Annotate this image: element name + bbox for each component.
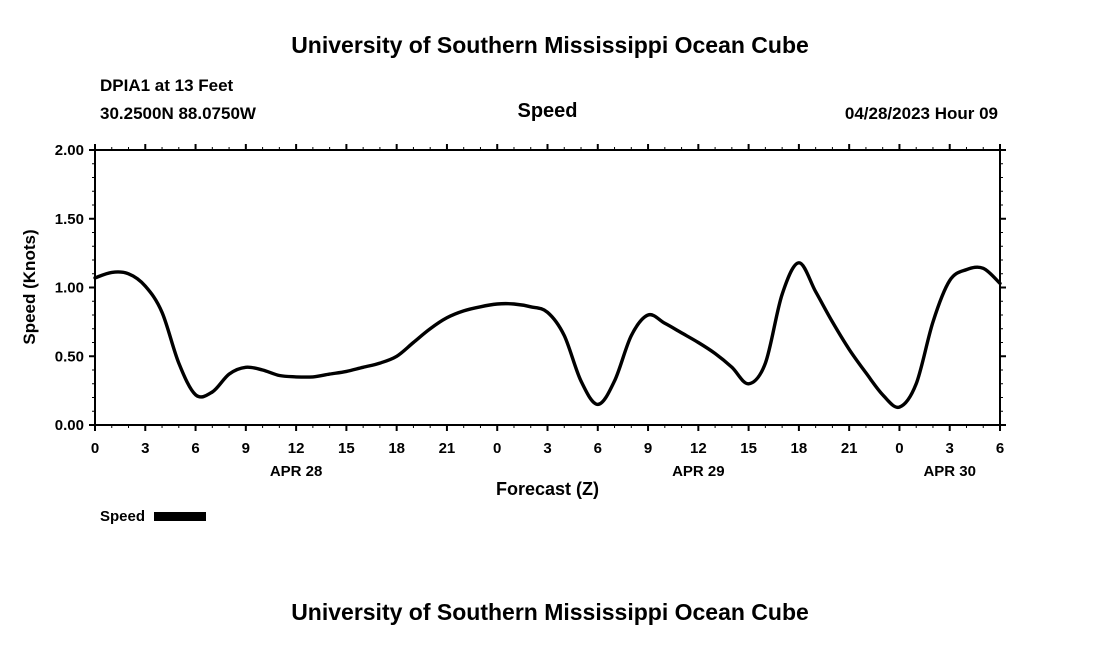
chart-panel-title: Speed: [517, 100, 578, 122]
date-label: APR 29: [672, 463, 725, 480]
x-tick-label: 6: [594, 440, 602, 457]
speed-series-line: [93, 261, 1002, 410]
x-tick-label: 6: [191, 440, 199, 457]
page-title-bottom: University of Southern Mississippi Ocean…: [291, 599, 809, 625]
page-title-top: University of Southern Mississippi Ocean…: [291, 32, 809, 58]
x-tick-label: 3: [543, 440, 551, 457]
x-tick-label: 18: [791, 440, 808, 457]
x-tick-label: 9: [242, 440, 250, 457]
x-tick-label: 0: [895, 440, 903, 457]
x-tick-label: 12: [288, 440, 305, 457]
y-tick-label: 0.00: [55, 417, 84, 434]
y-tick-label: 2.00: [55, 142, 84, 159]
legend: Speed: [100, 508, 207, 525]
y-tick-label: 1.00: [55, 280, 84, 297]
station-label: DPIA1 at 13 Feet: [100, 76, 234, 95]
x-tick-label: 0: [493, 440, 501, 457]
date-label: APR 28: [270, 463, 323, 480]
x-tick-label: 21: [439, 440, 456, 457]
axis-tick-labels: 0 3 6 9 12 15 18 21 0 3 6 9 12 15 18 21 0 3 6 0.00 0.50 1.00 1…: [55, 142, 1004, 480]
x-tick-label: 21: [841, 440, 858, 457]
plot-frame: [94, 149, 1001, 426]
x-tick-label: 3: [141, 440, 149, 457]
x-axis-label: Forecast (Z): [495, 479, 600, 499]
x-tick-label: 6: [996, 440, 1004, 457]
date-label: APR 30: [923, 463, 976, 480]
x-tick-label: 15: [338, 440, 355, 457]
x-tick-label: 12: [690, 440, 707, 457]
x-tick-label: 18: [388, 440, 405, 457]
legend-label: Speed: [100, 508, 146, 525]
axis-ticks: [89, 144, 1006, 431]
station-coordinates: 30.2500N 88.0750W: [100, 104, 256, 123]
y-tick-label: 0.50: [55, 348, 84, 365]
run-datetime: 04/28/2023 Hour 09: [844, 104, 998, 123]
x-tick-label: 3: [946, 440, 954, 457]
x-tick-label: 15: [740, 440, 757, 457]
legend-line-swatch: [154, 512, 207, 521]
x-tick-label: 0: [91, 440, 99, 457]
y-tick-label: 1.50: [55, 211, 84, 228]
x-tick-label: 9: [644, 440, 652, 457]
